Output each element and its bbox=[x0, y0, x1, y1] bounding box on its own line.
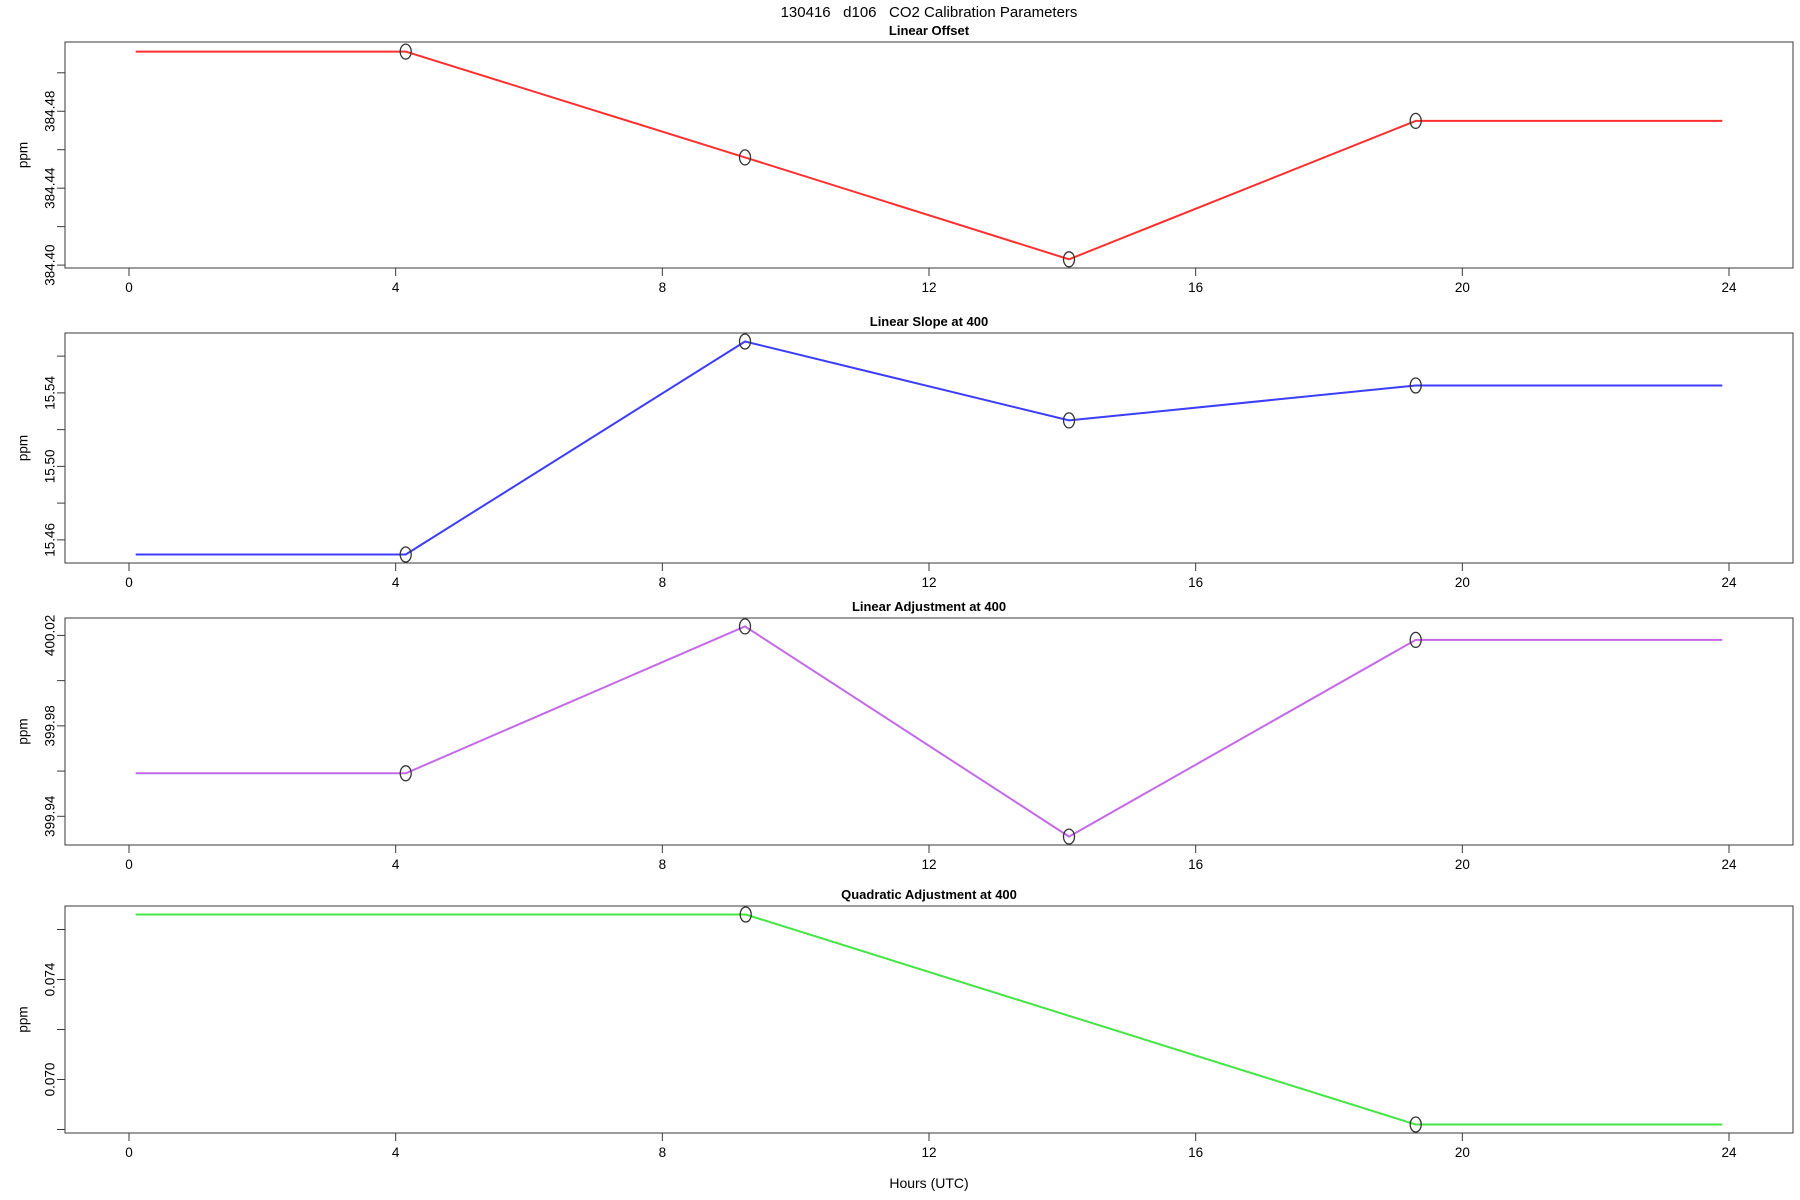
x-tick-label: 4 bbox=[392, 1145, 400, 1160]
data-point-marker bbox=[1062, 412, 1076, 429]
data-point-marker bbox=[1409, 377, 1422, 394]
plot-box bbox=[64, 332, 1794, 564]
plot-box bbox=[64, 905, 1794, 1134]
plot-box bbox=[64, 617, 1794, 846]
data-point-marker bbox=[1062, 828, 1076, 845]
series-line bbox=[135, 625, 1723, 838]
y-axis-label: ppm bbox=[16, 718, 31, 744]
x-axis-label: Hours (UTC) bbox=[889, 1175, 968, 1191]
data-point-marker bbox=[1062, 251, 1076, 268]
data-point-marker bbox=[1409, 1116, 1422, 1133]
x-tick-label: 24 bbox=[1721, 857, 1737, 872]
panel-linear-offset: Linear Offset 384.40 384.44 384.48 ppm 0 4 8 12 1… bbox=[16, 23, 1794, 295]
x-tick-label: 12 bbox=[921, 575, 936, 590]
x-tick-label: 20 bbox=[1455, 280, 1470, 295]
x-tick-label: 20 bbox=[1455, 575, 1470, 590]
x-tick-label: 0 bbox=[125, 575, 133, 590]
panel-linear-slope-at-400: Linear Slope at 400 15.46 15.50 15.54 ppm 0 4 8… bbox=[16, 314, 1794, 590]
plot-box bbox=[64, 41, 1794, 269]
y-tick-label: 15.46 bbox=[43, 523, 58, 557]
x-tick-label: 4 bbox=[392, 575, 400, 590]
data-point-marker bbox=[738, 333, 752, 350]
panel-title: Linear Adjustment at 400 bbox=[852, 599, 1006, 614]
panel-linear-adjustment-at-400: Linear Adjustment at 400 399.94 399.98 400.… bbox=[16, 599, 1794, 872]
y-tick-label: 0.074 bbox=[43, 962, 58, 996]
y-tick-label: 384.40 bbox=[43, 244, 58, 285]
data-point-marker bbox=[738, 149, 752, 166]
data-point-marker bbox=[739, 906, 752, 923]
x-tick-label: 16 bbox=[1188, 857, 1203, 872]
y-tick-label: 399.94 bbox=[43, 795, 58, 837]
panel-title: Linear Slope at 400 bbox=[870, 314, 989, 329]
series-line bbox=[135, 340, 1723, 556]
x-tick-label: 16 bbox=[1188, 1145, 1203, 1160]
data-point-marker bbox=[399, 546, 412, 563]
x-tick-label: 4 bbox=[392, 280, 400, 295]
x-tick-label: 12 bbox=[921, 280, 936, 295]
y-tick-label: 0.070 bbox=[43, 1063, 58, 1097]
x-tick-label: 12 bbox=[921, 857, 936, 872]
y-tick-label: 15.50 bbox=[43, 449, 58, 483]
y-tick-label: 15.54 bbox=[43, 376, 58, 410]
y-tick-label: 400.02 bbox=[43, 615, 58, 656]
x-tick-label: 12 bbox=[921, 1145, 936, 1160]
x-tick-label: 8 bbox=[659, 857, 667, 872]
x-tick-label: 16 bbox=[1188, 280, 1203, 295]
x-tick-label: 8 bbox=[659, 1145, 667, 1160]
y-axis-label: ppm bbox=[16, 435, 31, 461]
panel-title: Linear Offset bbox=[889, 23, 970, 38]
x-tick-label: 20 bbox=[1455, 857, 1470, 872]
y-tick-label: 384.44 bbox=[43, 167, 58, 209]
data-point-marker bbox=[399, 43, 412, 60]
data-point-marker bbox=[1409, 112, 1422, 130]
y-axis-label: ppm bbox=[16, 1006, 31, 1032]
x-tick-label: 8 bbox=[659, 575, 667, 590]
y-tick-label: 399.98 bbox=[43, 705, 58, 746]
x-tick-label: 8 bbox=[659, 280, 667, 295]
main-title: 130416 d106 CO2 Calibration Parameters bbox=[781, 4, 1078, 21]
x-tick-label: 0 bbox=[125, 857, 133, 872]
x-tick-label: 0 bbox=[125, 1145, 133, 1160]
y-axis-label: ppm bbox=[16, 142, 31, 168]
y-tick-label: 384.48 bbox=[43, 91, 58, 132]
data-point-marker bbox=[1409, 631, 1422, 649]
series-line bbox=[135, 50, 1723, 261]
panel-title: Quadratic Adjustment at 400 bbox=[841, 887, 1017, 902]
x-tick-label: 0 bbox=[125, 280, 133, 295]
x-tick-label: 24 bbox=[1721, 575, 1737, 590]
data-point-marker bbox=[738, 618, 752, 635]
x-tick-label: 24 bbox=[1721, 1145, 1737, 1160]
x-tick-label: 16 bbox=[1188, 575, 1203, 590]
series-line bbox=[135, 913, 1723, 1126]
data-point-marker bbox=[399, 765, 412, 782]
x-tick-label: 20 bbox=[1455, 1145, 1470, 1160]
x-tick-label: 24 bbox=[1721, 280, 1737, 295]
panel-quadratic-adjustment-at-400: Quadratic Adjustment at 400 0.070 0.074 ppm… bbox=[16, 887, 1794, 1160]
x-tick-label: 4 bbox=[392, 857, 400, 872]
